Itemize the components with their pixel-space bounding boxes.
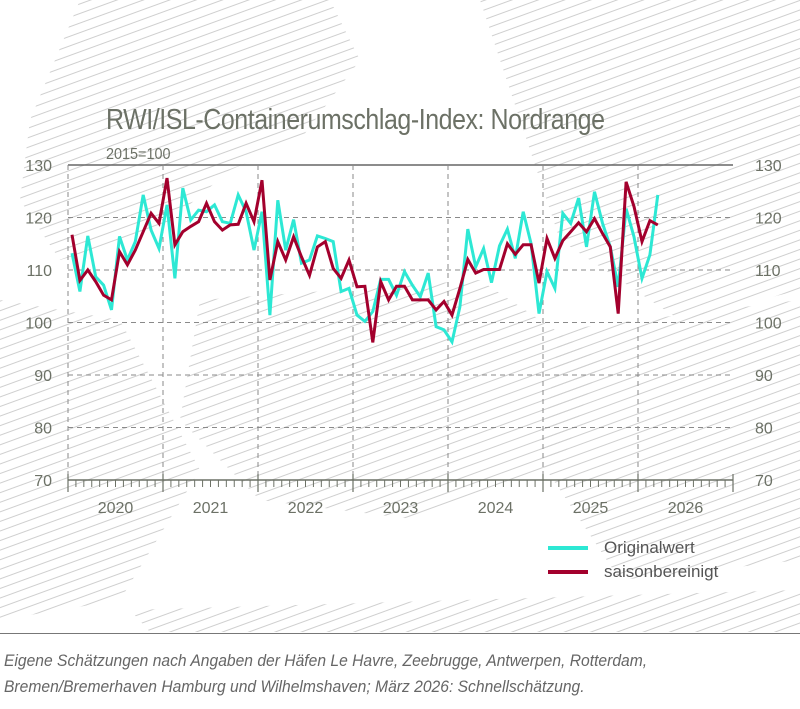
legend: Originalwert saisonbereinigt (548, 536, 718, 584)
map-region (540, 300, 800, 580)
y-tick-label-right: 80 (755, 421, 773, 438)
footnote: Eigene Schätzungen nach Angaben der Häfe… (4, 648, 647, 700)
chart-title: RWI/ISL-Containerumschlag-Index: Nordran… (106, 104, 605, 136)
y-tick-label-left: 120 (25, 211, 52, 228)
y-tick-label-left: 80 (34, 421, 52, 438)
y-tick-label-left: 90 (34, 368, 52, 385)
footnote-line: Eigene Schätzungen nach Angaben der Häfe… (4, 651, 648, 670)
y-tick-label-left: 100 (25, 316, 52, 333)
y-tick-label-left: 110 (26, 263, 52, 280)
divider (0, 633, 800, 634)
x-tick-label: 2024 (478, 500, 514, 517)
y-tick-label-left: 130 (25, 158, 52, 175)
legend-item-originalwert: Originalwert (548, 536, 718, 560)
x-tick-label: 2025 (573, 500, 609, 517)
y-tick-label-right: 100 (755, 316, 782, 333)
legend-swatch-originalwert (548, 546, 588, 550)
y-tick-label-right: 70 (755, 473, 773, 490)
chart-subtitle: 2015=100 (106, 146, 171, 163)
y-tick-label-right: 110 (755, 263, 781, 280)
legend-label: Originalwert (604, 538, 695, 557)
legend-swatch-saisonbereinigt (548, 570, 588, 574)
footnote-line: Bremen/Bremerhaven Hamburg und Wilhelmsh… (4, 677, 585, 696)
y-tick-label-right: 90 (755, 368, 773, 385)
series-lines (70, 177, 660, 346)
x-tick-label: 2021 (193, 500, 229, 517)
x-tick-label: 2023 (383, 500, 419, 517)
x-tick-label: 2020 (98, 500, 134, 517)
background-map (0, 0, 800, 632)
x-tick-label: 2026 (668, 500, 704, 517)
map-region (130, 590, 800, 632)
map-region (180, 280, 600, 520)
axes (67, 474, 734, 492)
tick-labels: 130 130 120 120 110 110 100 100 90 90 80 80 70 70 2020… (25, 158, 782, 517)
grid (67, 164, 733, 480)
y-tick-label-left: 70 (34, 473, 52, 490)
x-tick-label: 2022 (288, 500, 324, 517)
y-tick-label-right: 130 (755, 158, 782, 175)
map-region (20, 0, 360, 260)
legend-label: saisonbereinigt (604, 562, 719, 581)
legend-item-saisonbereinigt: saisonbereinigt (548, 560, 718, 584)
y-tick-label-right: 120 (755, 211, 782, 228)
map-region (0, 300, 200, 620)
